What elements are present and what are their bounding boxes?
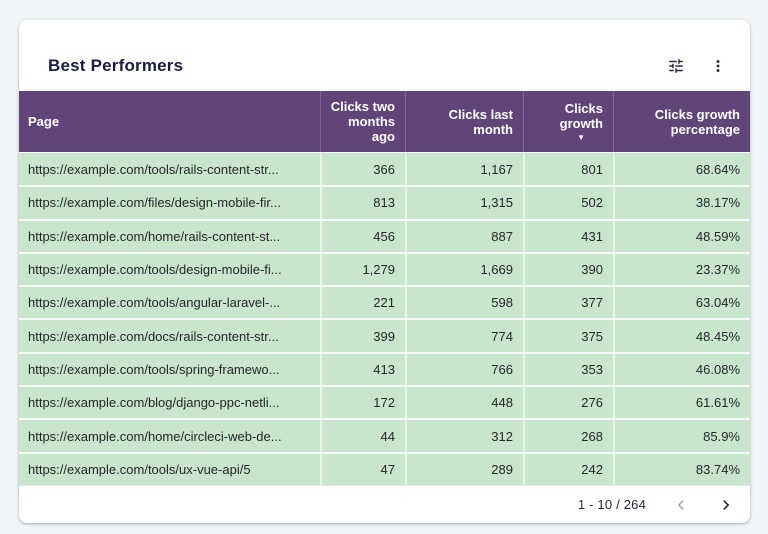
page-url-cell: https://example.com/tools/design-mobile-… (28, 262, 282, 278)
page-url-cell: https://example.com/files/design-mobile-… (28, 195, 281, 211)
clicks-growth-percentage-cell: 61.61% (613, 387, 750, 419)
table-row: https://example.com/home/rails-content-s… (19, 218, 750, 252)
column-header-clicks-growth[interactable]: Clicks growth ▼ (523, 91, 613, 152)
chevron-left-icon (671, 495, 691, 515)
tune-icon[interactable] (666, 56, 686, 76)
clicks-last-month-cell: 598 (405, 287, 523, 319)
table-row: https://example.com/tools/rails-content-… (19, 152, 750, 186)
clicks-two-months-ago-cell: 366 (320, 153, 405, 186)
clicks-two-months-ago-cell: 399 (320, 320, 405, 352)
page-url-cell: https://example.com/home/circleci-web-de… (28, 428, 282, 444)
column-header-clicks-last-month[interactable]: Clicks last month (405, 91, 523, 152)
clicks-growth-cell: 375 (523, 320, 613, 352)
clicks-growth-cell: 801 (523, 153, 613, 186)
column-header-label: Clicks two months ago (330, 99, 395, 144)
pagination-range: 1 - 10 / 264 (577, 497, 646, 512)
card-header: Best Performers (19, 20, 750, 91)
best-performers-card: Best Performers Page Clicks two months a… (19, 20, 750, 523)
pagination-bar: 1 - 10 / 264 (19, 485, 750, 523)
clicks-last-month-cell: 1,315 (405, 187, 523, 219)
card-actions (666, 56, 728, 76)
table-row: https://example.com/home/circleci-web-de… (19, 418, 750, 452)
page-url-cell: https://example.com/tools/angular-larave… (28, 295, 281, 311)
clicks-two-months-ago-cell: 47 (320, 453, 405, 485)
clicks-growth-cell: 431 (523, 220, 613, 252)
column-header-clicks-growth-percentage[interactable]: Clicks growth percentage (613, 91, 750, 152)
clicks-last-month-cell: 766 (405, 353, 523, 386)
clicks-growth-percentage-cell: 48.59% (613, 220, 750, 252)
page-url-cell: https://example.com/tools/ux-vue-api/5 (28, 461, 251, 477)
clicks-two-months-ago-cell: 1,279 (320, 253, 405, 286)
column-header-clicks-two-months-ago[interactable]: Clicks two months ago (320, 91, 405, 152)
clicks-growth-percentage-cell: 83.74% (613, 453, 750, 485)
clicks-growth-percentage-cell: 63.04% (613, 287, 750, 319)
clicks-last-month-cell: 1,669 (405, 253, 523, 286)
clicks-last-month-cell: 448 (405, 387, 523, 419)
clicks-growth-cell: 353 (523, 353, 613, 386)
clicks-growth-percentage-cell: 46.08% (613, 353, 750, 386)
page-url-cell: https://example.com/home/rails-content-s… (28, 228, 281, 244)
column-header-page[interactable]: Page (19, 91, 320, 152)
clicks-last-month-cell: 887 (405, 220, 523, 252)
page-title: Best Performers (48, 55, 184, 75)
column-header-label: Clicks last month (448, 106, 513, 137)
table-row: https://example.com/tools/angular-larave… (19, 285, 750, 319)
clicks-growth-cell: 268 (523, 420, 613, 452)
table-row: https://example.com/tools/design-mobile-… (19, 251, 750, 286)
page-url-cell: https://example.com/tools/rails-content-… (28, 161, 279, 177)
sort-desc-icon: ▼ (577, 133, 585, 142)
column-header-label: Clicks growth (559, 101, 603, 131)
clicks-two-months-ago-cell: 813 (320, 187, 405, 219)
clicks-growth-percentage-cell: 68.64% (613, 153, 750, 186)
table-row: https://example.com/tools/ux-vue-api/5 4… (19, 451, 750, 485)
clicks-growth-cell: 377 (523, 287, 613, 319)
clicks-two-months-ago-cell: 413 (320, 353, 405, 386)
clicks-last-month-cell: 312 (405, 420, 523, 452)
clicks-growth-cell: 502 (523, 187, 613, 219)
clicks-two-months-ago-cell: 221 (320, 287, 405, 319)
clicks-growth-percentage-cell: 48.45% (613, 320, 750, 352)
page-url-cell: https://example.com/docs/rails-content-s… (28, 328, 279, 344)
clicks-two-months-ago-cell: 172 (320, 387, 405, 419)
clicks-growth-percentage-cell: 85.9% (613, 420, 750, 452)
clicks-growth-cell: 276 (523, 387, 613, 419)
clicks-two-months-ago-cell: 456 (320, 220, 405, 252)
page-url-cell: https://example.com/tools/spring-framewo… (28, 361, 280, 377)
table-row: https://example.com/blog/django-ppc-netl… (19, 385, 750, 419)
clicks-last-month-cell: 774 (405, 320, 523, 352)
page-url-cell: https://example.com/blog/django-ppc-netl… (28, 395, 280, 411)
column-header-label: Clicks growth percentage (654, 106, 740, 137)
clicks-last-month-cell: 1,167 (405, 153, 523, 186)
chevron-right-icon[interactable] (716, 495, 736, 515)
more-vert-icon[interactable] (708, 56, 728, 76)
clicks-growth-percentage-cell: 38.17% (613, 187, 750, 219)
table-header-row: Page Clicks two months ago Clicks last m… (19, 91, 750, 152)
clicks-growth-cell: 390 (523, 253, 613, 286)
clicks-growth-percentage-cell: 23.37% (613, 253, 750, 286)
clicks-last-month-cell: 289 (405, 453, 523, 485)
column-header-label: Page (28, 114, 60, 129)
table-row: https://example.com/docs/rails-content-s… (19, 318, 750, 352)
clicks-two-months-ago-cell: 44 (320, 420, 405, 452)
table-body: https://example.com/tools/rails-content-… (19, 152, 750, 485)
clicks-growth-cell: 242 (523, 453, 613, 485)
table-row: https://example.com/files/design-mobile-… (19, 185, 750, 219)
table-row: https://example.com/tools/spring-framewo… (19, 351, 750, 386)
